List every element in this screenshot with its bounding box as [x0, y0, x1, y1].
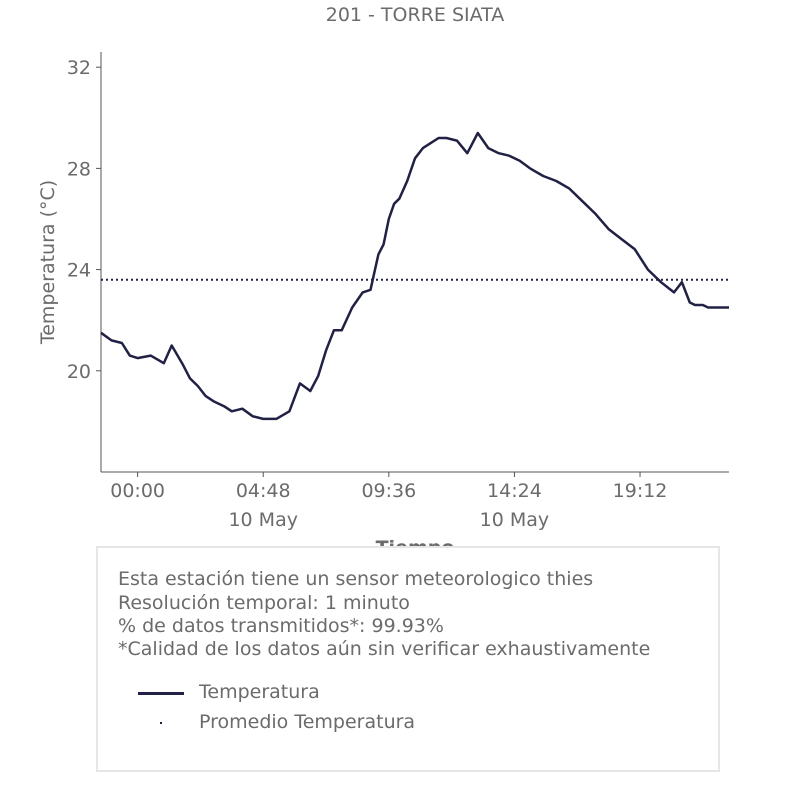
- temperature-line: [100, 131, 729, 421]
- legend-label: Temperatura: [199, 681, 320, 703]
- x-tick-label: 09:36: [361, 480, 416, 502]
- info-box: Esta estación tiene un sensor meteorolog…: [96, 546, 720, 772]
- x-tick-label: 19:12: [613, 480, 668, 502]
- info-line-transmitted: % de datos transmitidos*: 99.93%: [118, 615, 444, 637]
- info-line-station: Esta estación tiene un sensor meteorolog…: [118, 568, 594, 590]
- info-line-resolution: Resolución temporal: 1 minuto: [118, 592, 410, 614]
- info-line-quality-note: *Calidad de los datos aún sin verificar …: [118, 638, 651, 660]
- x-tick-date-label: 10 May: [228, 509, 298, 531]
- x-tick-label: 14:24: [487, 480, 542, 502]
- y-tick-label: 20: [67, 361, 91, 383]
- x-tick-label: 04:48: [236, 480, 291, 502]
- legend-solid-line-swatch: [138, 692, 184, 695]
- y-tick-label: 24: [67, 260, 91, 282]
- legend-label: Promedio Temperatura: [199, 711, 416, 733]
- legend-dotted-swatch: [160, 722, 162, 724]
- y-axis-label: Temperatura (°C): [37, 180, 59, 345]
- chart-title: 201 - TORRE SIATA: [326, 4, 505, 26]
- x-tick-date-label: 10 May: [480, 509, 550, 531]
- y-tick-label: 28: [67, 158, 91, 180]
- y-tick-label: 32: [67, 57, 91, 79]
- x-tick-label: 00:00: [110, 480, 165, 502]
